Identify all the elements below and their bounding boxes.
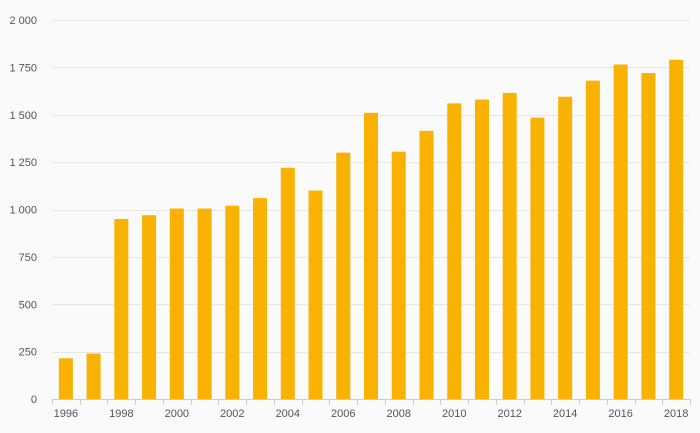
x-tick-label: 2006 [331, 408, 355, 420]
y-tick-label: 500 [19, 299, 37, 311]
x-axis [52, 399, 691, 405]
x-tick-label: 2016 [608, 408, 632, 420]
bar-2015[interactable] [585, 80, 600, 399]
y-tick-label: 250 [19, 347, 37, 359]
y-tick-label: 1 000 [9, 205, 37, 217]
bar-2008[interactable] [391, 151, 406, 399]
bars [58, 59, 684, 400]
x-tick-label: 2004 [276, 408, 300, 420]
bar-2016[interactable] [613, 64, 628, 399]
x-tick-label: 2018 [664, 408, 688, 420]
bar-2014[interactable] [558, 96, 573, 399]
x-tick-label: 2008 [386, 408, 410, 420]
y-tick-label: 1 500 [9, 110, 37, 122]
x-tick-label: 2014 [553, 408, 577, 420]
bar-2009[interactable] [419, 130, 434, 400]
bar-2000[interactable] [169, 208, 184, 399]
bar-2006[interactable] [336, 152, 351, 399]
bar-2013[interactable] [530, 117, 545, 399]
x-tick-label: 2000 [165, 408, 189, 420]
bar-2017[interactable] [641, 73, 656, 399]
x-axis-tick-labels: 1996 1998 2000 2002 2004 2006 2008 2010 2012 2014… [54, 408, 689, 420]
y-tick-label: 2 000 [9, 15, 37, 27]
y-axis-tick-labels: 0 250 500 750 1 000 1 250 1 500 1 750 2 000 [9, 15, 37, 406]
bar-1998[interactable] [114, 218, 129, 399]
bar-2004[interactable] [280, 167, 295, 399]
bar-2005[interactable] [308, 190, 323, 399]
y-tick-label: 0 [31, 394, 37, 406]
bar-2007[interactable] [364, 112, 378, 400]
bar-1999[interactable] [142, 215, 157, 399]
x-tick-label: 2012 [497, 408, 521, 420]
bar-1997[interactable] [86, 353, 101, 399]
bar-2018[interactable] [669, 59, 684, 400]
bar-1996[interactable] [58, 358, 73, 399]
x-tick-label: 2002 [220, 408, 244, 420]
bar-2002[interactable] [225, 205, 240, 399]
bar-2011[interactable] [474, 99, 489, 399]
bar-2010[interactable] [447, 103, 462, 399]
x-tick-label: 2010 [442, 408, 466, 420]
bar-2001[interactable] [197, 208, 212, 399]
y-tick-label: 1 250 [9, 157, 37, 169]
x-tick-label: 1996 [54, 408, 78, 420]
y-tick-label: 1 750 [9, 62, 37, 74]
bar-2012[interactable] [502, 92, 517, 400]
x-tick-label: 1998 [109, 408, 133, 420]
y-tick-label: 750 [19, 252, 37, 264]
bar-2003[interactable] [253, 198, 268, 399]
